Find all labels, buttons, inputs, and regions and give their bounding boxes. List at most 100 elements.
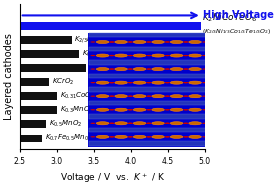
Ellipse shape bbox=[165, 82, 170, 83]
Ellipse shape bbox=[164, 109, 170, 110]
Ellipse shape bbox=[127, 136, 133, 137]
Ellipse shape bbox=[90, 41, 96, 43]
Ellipse shape bbox=[110, 136, 115, 137]
Ellipse shape bbox=[115, 81, 127, 84]
Bar bbox=[20, 64, 86, 72]
Text: $K_{0.6}CoO_2$: $K_{0.6}CoO_2$ bbox=[82, 49, 114, 59]
Ellipse shape bbox=[165, 109, 170, 110]
Text: $KCrO_2$: $KCrO_2$ bbox=[52, 77, 75, 87]
Ellipse shape bbox=[133, 67, 146, 71]
Ellipse shape bbox=[170, 67, 183, 71]
Ellipse shape bbox=[170, 40, 183, 43]
Ellipse shape bbox=[183, 136, 189, 137]
Ellipse shape bbox=[202, 41, 207, 43]
Ellipse shape bbox=[183, 82, 189, 83]
Ellipse shape bbox=[110, 55, 115, 56]
Ellipse shape bbox=[183, 136, 188, 137]
Ellipse shape bbox=[147, 55, 152, 56]
Ellipse shape bbox=[164, 96, 170, 97]
Ellipse shape bbox=[152, 122, 164, 125]
Ellipse shape bbox=[128, 41, 133, 43]
Ellipse shape bbox=[133, 122, 146, 125]
Bar bbox=[89, 101, 207, 105]
Ellipse shape bbox=[90, 68, 96, 70]
Bar bbox=[89, 33, 207, 37]
Text: $K_{0.31}CoO_2$: $K_{0.31}CoO_2$ bbox=[60, 91, 95, 101]
Ellipse shape bbox=[115, 135, 127, 138]
Ellipse shape bbox=[183, 96, 189, 97]
Text: $(K_{2/3}Ni_{1/3}Co_{1/3}Te_{1/3}O_2)$: $(K_{2/3}Ni_{1/3}Co_{1/3}Te_{1/3}O_2)$ bbox=[202, 28, 272, 36]
Bar bbox=[20, 50, 79, 58]
Ellipse shape bbox=[189, 108, 201, 111]
Ellipse shape bbox=[170, 122, 183, 125]
Bar bbox=[89, 46, 207, 51]
Ellipse shape bbox=[133, 135, 146, 138]
Ellipse shape bbox=[96, 95, 109, 98]
Ellipse shape bbox=[189, 54, 201, 57]
Ellipse shape bbox=[152, 95, 164, 98]
Ellipse shape bbox=[152, 108, 164, 111]
Ellipse shape bbox=[165, 96, 170, 97]
Text: $K_2NiCoTeO_6$: $K_2NiCoTeO_6$ bbox=[202, 12, 257, 24]
Ellipse shape bbox=[183, 109, 188, 110]
Ellipse shape bbox=[147, 41, 152, 43]
Ellipse shape bbox=[146, 136, 151, 137]
Bar bbox=[88, 33, 208, 147]
Ellipse shape bbox=[147, 68, 152, 70]
Ellipse shape bbox=[165, 55, 170, 56]
Ellipse shape bbox=[202, 109, 207, 110]
Ellipse shape bbox=[128, 82, 133, 83]
Ellipse shape bbox=[164, 82, 170, 83]
Ellipse shape bbox=[164, 136, 170, 137]
Ellipse shape bbox=[152, 67, 164, 71]
Ellipse shape bbox=[115, 54, 127, 57]
Ellipse shape bbox=[164, 55, 170, 56]
Ellipse shape bbox=[152, 54, 164, 57]
Ellipse shape bbox=[189, 122, 201, 125]
Ellipse shape bbox=[110, 68, 115, 70]
Ellipse shape bbox=[146, 41, 151, 43]
Bar bbox=[89, 128, 207, 132]
Ellipse shape bbox=[164, 123, 170, 124]
Ellipse shape bbox=[147, 109, 152, 110]
Ellipse shape bbox=[189, 67, 201, 71]
Ellipse shape bbox=[183, 55, 189, 56]
Ellipse shape bbox=[183, 55, 188, 56]
Ellipse shape bbox=[90, 136, 96, 137]
Ellipse shape bbox=[110, 82, 115, 83]
Ellipse shape bbox=[127, 41, 133, 43]
Bar bbox=[20, 78, 49, 86]
Ellipse shape bbox=[90, 96, 96, 97]
Text: $K_{0.7}Fe_{0.5}Mn_{0.5}O_2$: $K_{0.7}Fe_{0.5}Mn_{0.5}O_2$ bbox=[45, 133, 102, 143]
Ellipse shape bbox=[189, 95, 201, 98]
Y-axis label: Layered cathodes: Layered cathodes bbox=[4, 33, 14, 120]
Ellipse shape bbox=[170, 95, 183, 98]
Bar bbox=[89, 114, 207, 119]
Bar bbox=[20, 120, 46, 128]
Bar bbox=[20, 135, 42, 142]
Ellipse shape bbox=[109, 123, 114, 124]
Ellipse shape bbox=[115, 40, 127, 43]
X-axis label: Voltage / V  vs.  $K^+$ / K: Voltage / V vs. $K^+$ / K bbox=[60, 171, 165, 185]
Ellipse shape bbox=[127, 82, 133, 83]
Bar bbox=[89, 60, 207, 65]
Ellipse shape bbox=[127, 109, 133, 110]
Bar bbox=[89, 87, 207, 92]
Ellipse shape bbox=[127, 68, 133, 70]
Ellipse shape bbox=[146, 109, 151, 110]
Ellipse shape bbox=[115, 122, 127, 125]
Ellipse shape bbox=[133, 81, 146, 84]
Ellipse shape bbox=[109, 41, 114, 43]
Ellipse shape bbox=[109, 82, 114, 83]
Ellipse shape bbox=[183, 68, 189, 70]
Ellipse shape bbox=[96, 122, 109, 125]
Ellipse shape bbox=[147, 96, 152, 97]
Ellipse shape bbox=[127, 96, 133, 97]
Text: $K_{2/3}Mn_{2/3}Co_{1/6}Ni_{1/6}O_2$: $K_{2/3}Mn_{2/3}Co_{1/6}Ni_{1/6}O_2$ bbox=[75, 35, 148, 45]
Ellipse shape bbox=[183, 41, 189, 43]
Ellipse shape bbox=[170, 81, 183, 84]
Ellipse shape bbox=[202, 136, 207, 137]
Ellipse shape bbox=[96, 135, 109, 138]
Ellipse shape bbox=[152, 40, 164, 43]
Ellipse shape bbox=[147, 123, 152, 124]
